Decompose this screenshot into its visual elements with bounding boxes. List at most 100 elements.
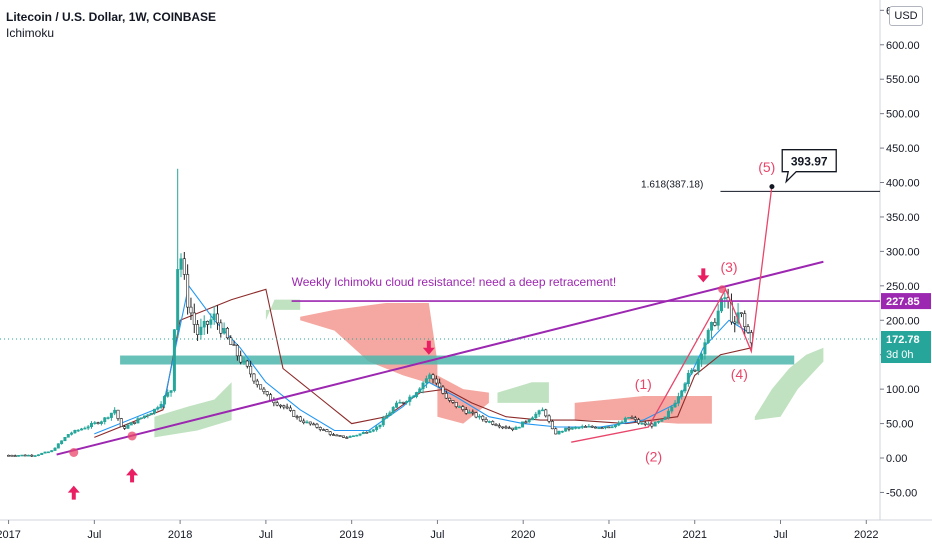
candle-body	[99, 421, 103, 424]
candle-body	[723, 297, 727, 299]
candle-body	[40, 452, 44, 455]
candle-body	[133, 422, 137, 424]
candle-body	[534, 413, 538, 419]
candle-body	[670, 406, 674, 412]
candle-body	[259, 384, 263, 390]
candle-body	[739, 312, 743, 314]
x-tick-label: 2017	[0, 529, 21, 541]
candle-body	[574, 427, 578, 429]
candle-body	[501, 426, 505, 429]
candle-body	[282, 405, 286, 408]
ichimoku-cloud-bearish	[437, 375, 489, 424]
candle-body	[312, 423, 316, 426]
candle-body	[580, 426, 584, 428]
y-tick-label: 600.00	[886, 40, 920, 52]
candle-body	[607, 426, 611, 429]
candle-body	[666, 410, 670, 418]
touch-point	[127, 431, 137, 441]
candle-body	[209, 319, 213, 325]
candle-body	[318, 427, 322, 430]
candle-body	[186, 274, 190, 308]
candle-body	[262, 388, 266, 392]
candle-body	[511, 427, 515, 430]
candle-body	[660, 419, 664, 422]
candle-body	[96, 422, 100, 424]
x-tick-label: Jul	[773, 529, 787, 541]
candle-body	[365, 431, 369, 434]
candle-body	[26, 454, 30, 457]
candle-body	[129, 422, 133, 426]
candle-body	[557, 430, 561, 435]
ichimoku-cloud-bullish	[754, 347, 824, 421]
chart-title: Litecoin / U.S. Dollar, 1W, COINBASE	[6, 10, 217, 24]
target-callout	[781, 149, 837, 184]
candle-body	[179, 258, 183, 270]
support-zone	[120, 355, 795, 365]
candle-body	[295, 416, 299, 418]
price-axis-panel	[880, 0, 932, 550]
candle-body	[358, 433, 362, 436]
candle-body	[146, 414, 150, 417]
candle-body	[564, 427, 568, 432]
candle-body	[83, 427, 87, 430]
candle-body	[388, 412, 392, 416]
candle-body	[603, 426, 607, 429]
candle-body	[368, 430, 372, 433]
candle-body	[481, 415, 485, 420]
candle-body	[567, 427, 571, 430]
y-tick-label: 550.00	[886, 74, 920, 86]
candle-body	[119, 418, 123, 427]
candle-body	[716, 310, 720, 326]
candle-body	[484, 419, 488, 422]
candle-body	[474, 412, 478, 418]
candle-body	[50, 450, 54, 453]
candle-body	[590, 425, 594, 428]
candle-body	[305, 421, 309, 424]
candle-body	[159, 403, 163, 408]
candle-body	[497, 425, 501, 428]
y-tick-label: 400.00	[886, 178, 920, 190]
candle-body	[404, 401, 408, 403]
candle-body	[332, 434, 336, 436]
last-price-badge	[881, 331, 931, 364]
candle-body	[683, 383, 687, 392]
candle-body	[13, 455, 17, 457]
candle-body	[348, 435, 352, 438]
candle-body	[232, 344, 236, 346]
candle-body	[152, 408, 156, 414]
x-tick-label: Jul	[430, 529, 444, 541]
candle-body	[308, 421, 312, 425]
x-tick-label: Jul	[259, 529, 273, 541]
candle-body	[706, 330, 710, 343]
candle-body	[242, 360, 246, 363]
candle-body	[80, 428, 84, 431]
up-arrow-icon	[126, 468, 139, 483]
y-tick-label: -50.00	[886, 487, 917, 499]
candle-body	[86, 426, 90, 429]
y-tick-label: 350.00	[886, 212, 920, 224]
candle-body	[696, 359, 700, 372]
candle-body	[139, 417, 143, 420]
candle-body	[166, 392, 170, 397]
candle-body	[126, 424, 130, 429]
candle-body	[733, 321, 737, 324]
candle-body	[424, 378, 428, 384]
candle-body	[421, 382, 425, 390]
touch-point	[718, 285, 727, 294]
candle-body	[620, 421, 624, 424]
candle-body	[73, 429, 77, 434]
candle-body	[448, 397, 452, 401]
candle-body	[338, 435, 342, 437]
candle-body	[464, 409, 468, 414]
indicator-label[interactable]: Ichimoku	[6, 26, 55, 40]
target-value: 393.97	[791, 155, 828, 169]
currency-button[interactable]: USD	[889, 6, 923, 26]
candle-body	[643, 422, 647, 425]
up-arrow-icon	[67, 485, 80, 500]
candle-body	[46, 451, 50, 454]
down-arrow-icon	[422, 340, 435, 355]
candle-body	[521, 421, 525, 428]
candle-body	[33, 455, 37, 457]
